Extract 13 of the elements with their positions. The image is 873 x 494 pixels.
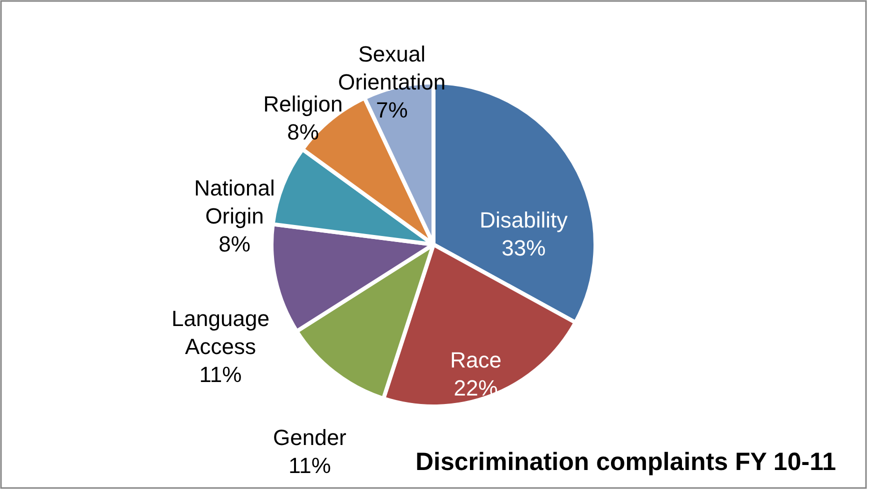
slice-label: Race	[450, 347, 502, 372]
slice-label: Disability	[480, 208, 568, 233]
slice-label: Gender	[272, 424, 346, 450]
data-label: 7%	[376, 98, 408, 123]
slice-label: National Origin	[194, 176, 275, 229]
slice-label: Language Access	[172, 306, 270, 360]
data-label: 11%	[199, 362, 242, 388]
text: Discrimination complaints FY 10-11	[415, 448, 836, 476]
data-label: 8%	[287, 119, 319, 144]
data-label: 8%	[218, 232, 250, 257]
data-label: 11%	[288, 452, 331, 478]
data-label: 33%	[502, 236, 546, 261]
data-label: 22%	[454, 375, 498, 400]
